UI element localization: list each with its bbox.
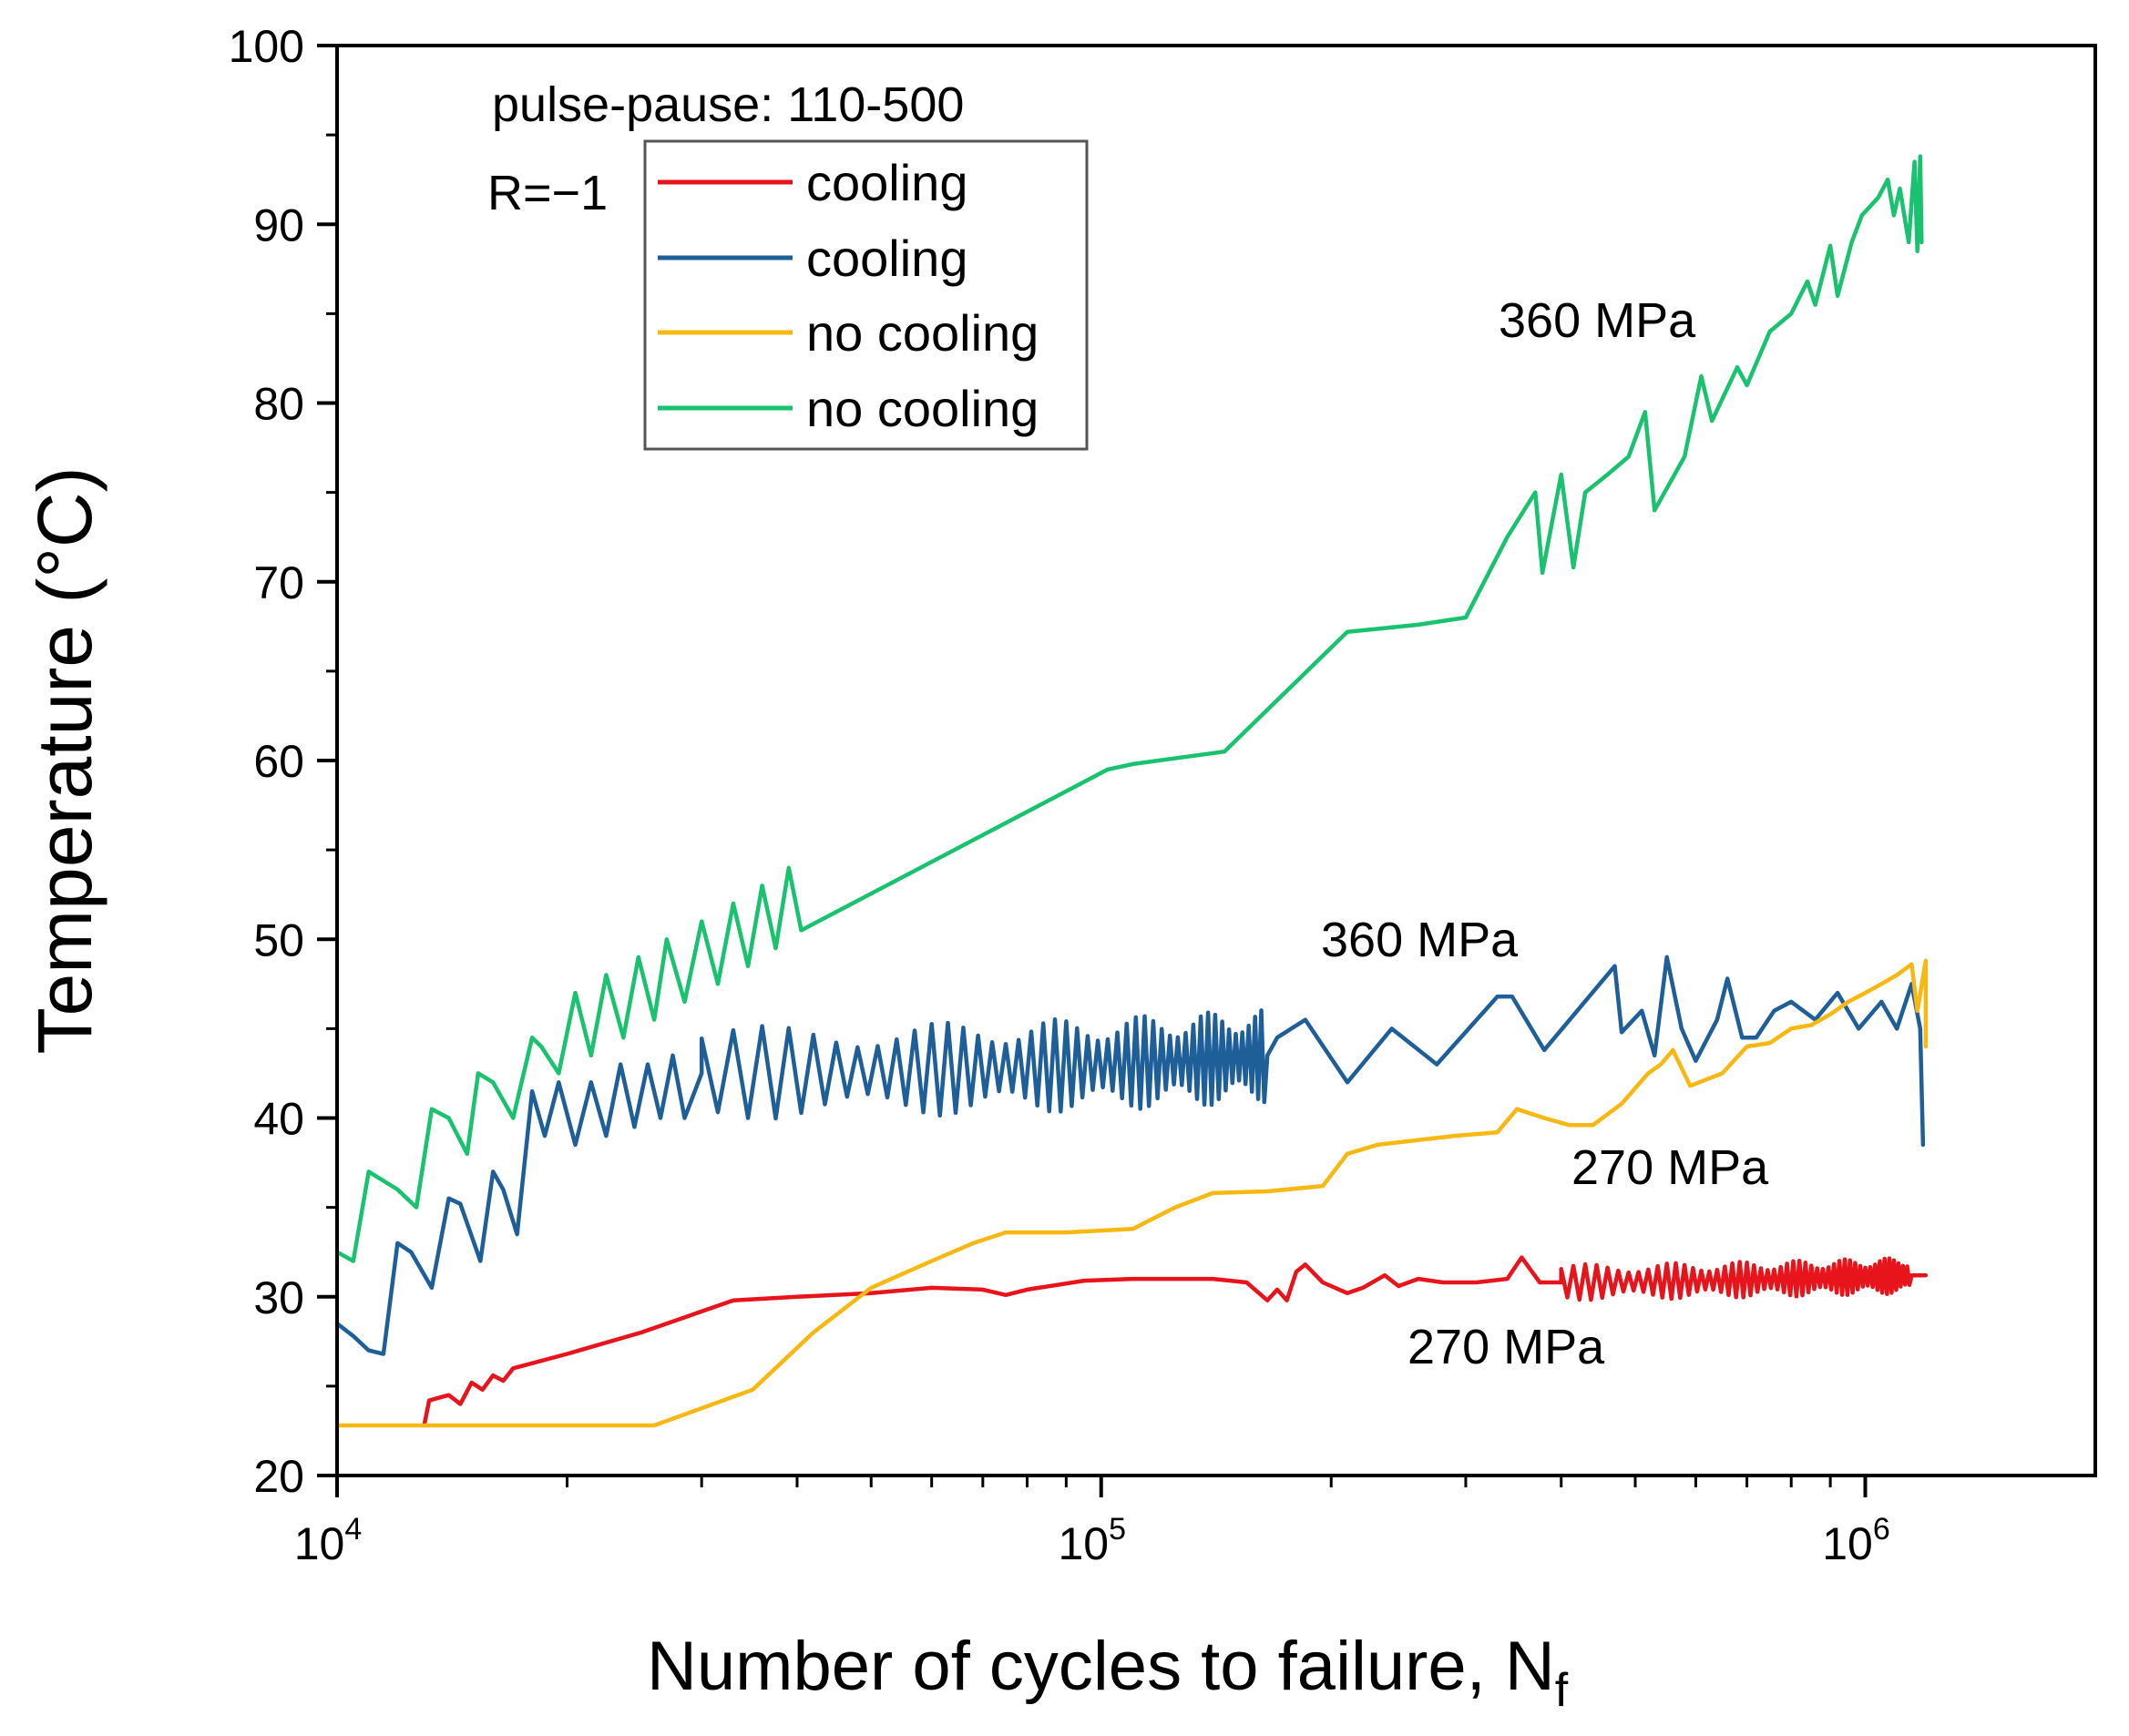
y-tick-label-20: 20 xyxy=(253,1451,304,1502)
legend-label-cooling-blue: cooling xyxy=(806,230,967,287)
series-line-1 xyxy=(422,1255,1929,1428)
y-tick-label-40: 40 xyxy=(253,1094,304,1145)
axis-layer: 20 30 40 50 60 70 80 90 100 104 105 106 xyxy=(229,21,1890,1569)
x-tick-label-6: 106 xyxy=(1822,1512,1890,1569)
annotation-green-stress: 360 MPa xyxy=(1499,293,1696,348)
x-axis-title: Number of cycles to failure, Nf xyxy=(647,1628,1569,1717)
y-tick-label-90: 90 xyxy=(253,199,304,250)
x-axis-title-main: Number of cycles to failure, N xyxy=(647,1628,1555,1705)
annotation-ratio: R=−1 xyxy=(487,166,608,220)
series-line-4 xyxy=(334,154,1924,1263)
y-tick-label-70: 70 xyxy=(253,557,304,608)
x-tick-label-5: 105 xyxy=(1058,1512,1126,1569)
legend-label-no-cooling-yellow: no cooling xyxy=(806,304,1039,362)
legend: cooling cooling no cooling no cooling xyxy=(643,139,1089,451)
series-layer xyxy=(334,154,1929,1428)
y-tick-label-100: 100 xyxy=(229,21,304,72)
annotation-blue-stress: 360 MPa xyxy=(1321,913,1519,967)
y-tick-label-50: 50 xyxy=(253,914,304,965)
series-line-3 xyxy=(334,958,1929,1428)
legend-box xyxy=(643,139,1089,451)
legend-label-no-cooling-green: no cooling xyxy=(806,380,1039,437)
annotation-pulse-pause: pulse-pause: 110-500 xyxy=(492,77,964,132)
x-tick-label-4: 104 xyxy=(294,1512,363,1569)
y-tick-label-60: 60 xyxy=(253,736,304,787)
annotation-red-stress: 270 MPa xyxy=(1407,1320,1605,1374)
series-line-2 xyxy=(334,955,1926,1356)
annotation-yellow-stress: 270 MPa xyxy=(1571,1140,1769,1195)
legend-label-cooling-red: cooling xyxy=(806,154,967,211)
y-axis-title: Temperature (°C) xyxy=(22,466,107,1054)
y-tick-label-80: 80 xyxy=(253,379,304,430)
x-axis-title-subscript: f xyxy=(1555,1664,1569,1717)
y-tick-label-30: 30 xyxy=(253,1272,304,1323)
